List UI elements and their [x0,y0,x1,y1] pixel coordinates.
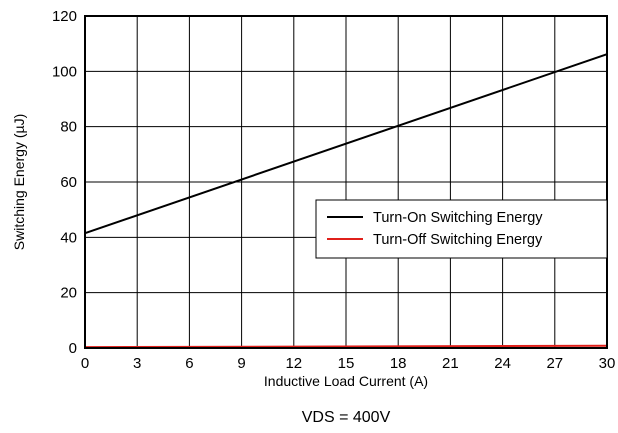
y-tick-labels: 0 20 40 60 80 100 120 [52,8,77,357]
x-tick-label: 30 [599,355,616,372]
legend: Turn-On Switching Energy Turn-Off Switch… [315,199,608,259]
chart-caption: VDS = 400V [302,409,391,426]
y-axis-title: Switching Energy (µJ) [11,114,27,250]
x-tick-label: 12 [285,355,302,372]
y-tick-label: 40 [60,229,77,246]
grid-lines [84,15,608,349]
legend-label-turn-on: Turn-On Switching Energy [373,210,543,226]
x-tick-label: 0 [81,355,89,372]
x-tick-label: 6 [185,355,193,372]
x-tick-label: 18 [390,355,407,372]
y-tick-label: 100 [52,63,77,80]
x-tick-label: 3 [133,355,141,372]
y-tick-label: 20 [60,285,77,302]
legend-label-turn-off: Turn-Off Switching Energy [373,232,543,248]
y-tick-label: 60 [60,174,77,191]
x-tick-label: 24 [494,355,511,372]
y-tick-label: 120 [52,8,77,25]
series-line-turn-off [84,344,608,349]
y-tick-label: 0 [69,340,77,357]
x-tick-label: 21 [442,355,459,372]
series-line-turn-on [84,53,608,235]
y-tick-label: 80 [60,119,77,136]
x-tick-label: 9 [237,355,245,372]
x-tick-label: 27 [546,355,563,372]
series-lines [84,53,608,349]
x-tick-label: 15 [338,355,355,372]
plot-frame [84,15,608,349]
x-tick-labels: 0 3 6 9 12 15 18 21 24 27 30 [81,355,616,372]
legend-box [315,199,608,259]
x-axis-title: Inductive Load Current (A) [264,373,428,389]
